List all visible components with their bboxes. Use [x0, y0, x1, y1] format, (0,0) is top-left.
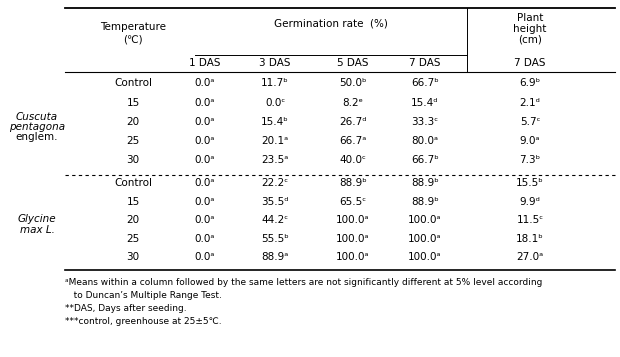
Text: 7.3ᵇ: 7.3ᵇ: [520, 155, 541, 165]
Text: 0.0ᵃ: 0.0ᵃ: [195, 117, 215, 127]
Text: 100.0ᵃ: 100.0ᵃ: [336, 215, 370, 225]
Text: 15: 15: [126, 98, 140, 108]
Text: 8.2ᵉ: 8.2ᵉ: [342, 98, 363, 108]
Text: 30: 30: [126, 252, 140, 262]
Text: height: height: [513, 24, 547, 34]
Text: 40.0ᶜ: 40.0ᶜ: [340, 155, 366, 165]
Text: 80.0ᵃ: 80.0ᵃ: [412, 136, 438, 146]
Text: 66.7ᵇ: 66.7ᵇ: [411, 155, 439, 165]
Text: 1 DAS: 1 DAS: [189, 58, 221, 68]
Text: 9.0ᵃ: 9.0ᵃ: [520, 136, 540, 146]
Text: 27.0ᵃ: 27.0ᵃ: [516, 252, 544, 262]
Text: Control: Control: [114, 78, 152, 88]
Text: 3 DAS: 3 DAS: [259, 58, 291, 68]
Text: 0.0ᵃ: 0.0ᵃ: [195, 78, 215, 88]
Text: Plant: Plant: [517, 13, 543, 23]
Text: 88.9ᵇ: 88.9ᵇ: [339, 178, 367, 188]
Text: 55.5ᵇ: 55.5ᵇ: [261, 234, 289, 244]
Text: 0.0ᵃ: 0.0ᵃ: [195, 136, 215, 146]
Text: 22.2ᶜ: 22.2ᶜ: [262, 178, 288, 188]
Text: 0.0ᵃ: 0.0ᵃ: [195, 215, 215, 225]
Text: Germination rate  (%): Germination rate (%): [274, 18, 388, 28]
Text: 100.0ᵃ: 100.0ᵃ: [336, 234, 370, 244]
Text: 50.0ᵇ: 50.0ᵇ: [339, 78, 367, 88]
Text: 15.4ᵇ: 15.4ᵇ: [261, 117, 289, 127]
Text: 0.0ᵃ: 0.0ᵃ: [195, 252, 215, 262]
Text: 20.1ᵃ: 20.1ᵃ: [262, 136, 288, 146]
Text: 0.0ᵃ: 0.0ᵃ: [195, 178, 215, 188]
Text: 33.3ᶜ: 33.3ᶜ: [412, 117, 438, 127]
Text: 11.5ᶜ: 11.5ᶜ: [516, 215, 544, 225]
Text: 0.0ᶜ: 0.0ᶜ: [265, 98, 285, 108]
Text: 66.7ᵇ: 66.7ᵇ: [411, 78, 439, 88]
Text: 0.0ᵃ: 0.0ᵃ: [195, 155, 215, 165]
Text: 18.1ᵇ: 18.1ᵇ: [516, 234, 544, 244]
Text: englem.: englem.: [16, 131, 58, 141]
Text: 5.7ᶜ: 5.7ᶜ: [520, 117, 540, 127]
Text: to Duncan’s Multiple Range Test.: to Duncan’s Multiple Range Test.: [65, 291, 222, 300]
Text: ***control, greenhouse at 25±5℃.: ***control, greenhouse at 25±5℃.: [65, 317, 221, 326]
Text: 65.5ᶜ: 65.5ᶜ: [339, 197, 366, 207]
Text: Control: Control: [114, 178, 152, 188]
Text: pentagona: pentagona: [9, 121, 65, 131]
Text: 2.1ᵈ: 2.1ᵈ: [520, 98, 541, 108]
Text: max L.: max L.: [20, 225, 55, 235]
Text: 23.5ᵃ: 23.5ᵃ: [262, 155, 289, 165]
Text: 15.4ᵈ: 15.4ᵈ: [411, 98, 439, 108]
Text: 7 DAS: 7 DAS: [409, 58, 441, 68]
Text: (℃): (℃): [123, 34, 143, 44]
Text: 9.9ᵈ: 9.9ᵈ: [520, 197, 541, 207]
Text: 88.9ᵇ: 88.9ᵇ: [411, 197, 439, 207]
Text: 6.9ᵇ: 6.9ᵇ: [520, 78, 541, 88]
Text: 7 DAS: 7 DAS: [514, 58, 546, 68]
Text: 100.0ᵃ: 100.0ᵃ: [408, 234, 441, 244]
Text: Cuscuta: Cuscuta: [16, 111, 58, 121]
Text: **DAS, Days after seeding.: **DAS, Days after seeding.: [65, 304, 187, 313]
Text: 20: 20: [126, 215, 140, 225]
Text: 88.9ᵇ: 88.9ᵇ: [411, 178, 439, 188]
Text: 30: 30: [126, 155, 140, 165]
Text: 20: 20: [126, 117, 140, 127]
Text: 0.0ᵃ: 0.0ᵃ: [195, 234, 215, 244]
Text: 100.0ᵃ: 100.0ᵃ: [408, 215, 441, 225]
Text: ᵃMeans within a column followed by the same letters are not significantly differ: ᵃMeans within a column followed by the s…: [65, 278, 542, 287]
Text: 25: 25: [126, 234, 140, 244]
Text: 5 DAS: 5 DAS: [337, 58, 369, 68]
Text: 44.2ᶜ: 44.2ᶜ: [262, 215, 288, 225]
Text: 100.0ᵃ: 100.0ᵃ: [408, 252, 441, 262]
Text: 0.0ᵃ: 0.0ᵃ: [195, 197, 215, 207]
Text: 11.7ᵇ: 11.7ᵇ: [261, 78, 289, 88]
Text: Glycine: Glycine: [18, 214, 56, 224]
Text: 15: 15: [126, 197, 140, 207]
Text: 100.0ᵃ: 100.0ᵃ: [336, 252, 370, 262]
Text: 25: 25: [126, 136, 140, 146]
Text: 35.5ᵈ: 35.5ᵈ: [261, 197, 289, 207]
Text: 15.5ᵇ: 15.5ᵇ: [516, 178, 544, 188]
Text: Temperature: Temperature: [100, 22, 166, 32]
Text: 26.7ᵈ: 26.7ᵈ: [339, 117, 367, 127]
Text: (cm): (cm): [518, 35, 542, 45]
Text: 88.9ᵃ: 88.9ᵃ: [262, 252, 289, 262]
Text: 66.7ᵃ: 66.7ᵃ: [339, 136, 366, 146]
Text: 0.0ᵃ: 0.0ᵃ: [195, 98, 215, 108]
